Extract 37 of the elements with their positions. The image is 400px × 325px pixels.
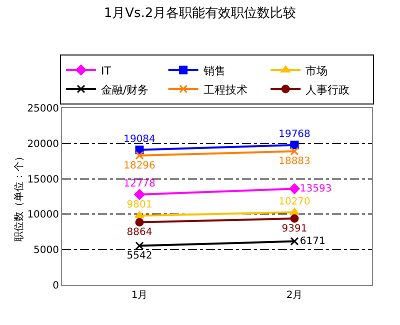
data-label: 10270 [278, 196, 310, 208]
y-axis-title: 职位数（单位：个） [13, 152, 26, 242]
y-tick-label: 25000 [27, 104, 59, 114]
x-tick-label: 1月 [131, 290, 148, 301]
chart-title: 1月Vs.2月各职能有效职位数比较 [104, 6, 296, 22]
data-label: 6171 [300, 236, 326, 247]
point [290, 147, 299, 156]
point [290, 214, 299, 223]
x-tick-label: 2月 [286, 290, 303, 301]
legend-label: 工程技术 [203, 83, 248, 96]
y-tick-label: 0 [52, 280, 59, 292]
y-tick-label: 10000 [27, 210, 59, 221]
y-tick-label: 20000 [27, 138, 59, 150]
legend-label: 销售 [202, 64, 226, 78]
point [135, 242, 144, 250]
data-label: 12778 [124, 178, 156, 190]
data-label: 18296 [124, 160, 156, 172]
legend-label: 人事行政 [306, 83, 350, 96]
data-label: 18883 [278, 156, 310, 168]
legend-label: IT [101, 64, 112, 78]
point [290, 140, 299, 150]
point [289, 183, 300, 194]
point [134, 189, 145, 200]
data-label: 5542 [126, 250, 152, 262]
point [135, 218, 144, 226]
y-tick-label: 5000 [34, 245, 59, 256]
y-tick-label: 15000 [27, 174, 59, 186]
legend-label: 市场 [306, 64, 328, 78]
data-label: 9801 [126, 200, 152, 211]
data-label: 9391 [282, 223, 308, 234]
data-label: 19768 [278, 129, 310, 140]
data-label: 8864 [126, 227, 152, 238]
data-label: 19084 [124, 134, 156, 146]
data-label: 13593 [300, 183, 332, 194]
legend-label: 金融/财务 [101, 83, 149, 96]
point [135, 151, 144, 160]
point [290, 237, 299, 246]
